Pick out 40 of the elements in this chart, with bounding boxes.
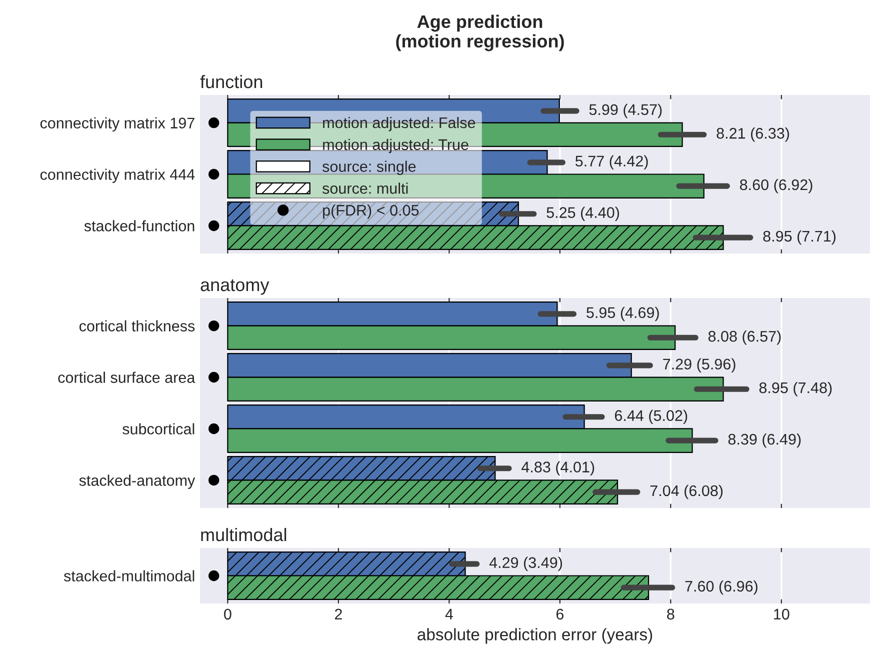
legend-label: p(FDR) < 0.05 — [323, 204, 419, 219]
data-label: 4.83 (4.01) — [522, 461, 594, 476]
y-tick-label: cortical surface area — [58, 372, 196, 383]
y-tick-label: stacked-multimodal — [64, 570, 194, 582]
data-label: 8.95 (7.48) — [759, 382, 832, 396]
data-label: 5.25 (4.40) — [546, 206, 620, 221]
chart-title: Age prediction (motion regression) — [396, 14, 564, 52]
x-tick-label: 2 — [334, 608, 342, 620]
x-tick-label: 0 — [224, 608, 232, 620]
x-axis-title: absolute prediction error (years) — [418, 628, 652, 644]
data-label: 7.04 (6.08) — [650, 484, 723, 500]
data-label: 5.99 (4.57) — [589, 104, 662, 118]
chart-subtitle: anatomy — [200, 279, 270, 295]
y-tick-label: cortical thickness — [79, 320, 195, 332]
x-tick-label: 4 — [445, 608, 453, 620]
chart-subtitle: function — [200, 74, 262, 88]
y-tick-label: connectivity matrix 197 — [40, 117, 194, 132]
data-label: 6.44 (5.02) — [614, 410, 688, 424]
y-tick-label: stacked-anatomy — [79, 474, 196, 489]
x-tick-label: 8 — [667, 608, 674, 620]
data-label: 8.08 (6.57) — [708, 330, 781, 345]
data-label: 8.39 (6.49) — [728, 433, 801, 448]
x-tick-label: 6 — [556, 608, 564, 620]
data-label: 7.60 (6.96) — [685, 580, 758, 595]
data-label: 5.95 (4.69) — [586, 306, 659, 322]
legend-label: source: multi — [322, 182, 408, 194]
y-tick-label: subcortical — [122, 423, 194, 434]
data-label: 8.21 (6.33) — [716, 128, 790, 142]
data-label: 8.95 (7.71) — [763, 230, 836, 245]
data-label: 7.29 (5.96) — [663, 358, 736, 373]
data-label: 4.29 (3.49) — [489, 556, 562, 572]
x-tick-label: 10 — [774, 608, 790, 620]
data-label: 5.77 (4.42) — [575, 155, 648, 170]
legend-label: motion adjusted: False — [323, 116, 476, 132]
data-label: 8.60 (6.92) — [740, 178, 812, 194]
chart-subtitle: multimodal — [201, 528, 286, 542]
legend-label: source: single — [322, 160, 416, 175]
y-tick-label: connectivity matrix 444 — [40, 168, 195, 183]
legend-label: motion adjusted: True — [323, 138, 468, 154]
y-tick-label: stacked-function — [84, 220, 194, 232]
